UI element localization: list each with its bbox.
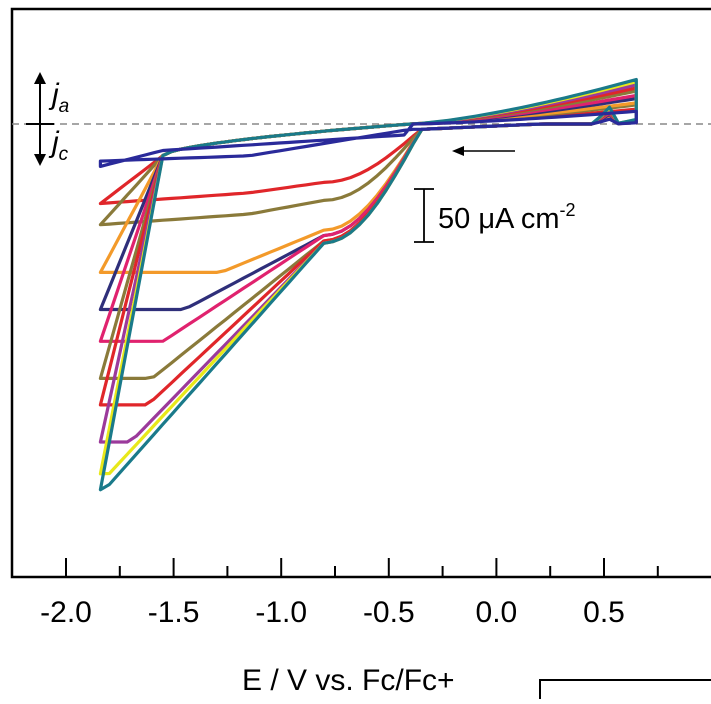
- scale-bar: 50 μA cm-2: [414, 188, 576, 243]
- x-tick-label: -1.5: [148, 596, 200, 629]
- cathodic-label: jc: [48, 126, 69, 165]
- anodic-arrow-icon: [34, 72, 46, 84]
- scan-direction-arrow-icon: [452, 146, 515, 156]
- x-tick-label: 0.0: [476, 596, 518, 629]
- scan-arrow-head: [452, 146, 464, 156]
- scale-bar-label: 50 μA cm-2: [438, 200, 576, 235]
- anodic-subscript: a: [59, 96, 70, 117]
- scale-bar-text: 50 μA cm: [438, 203, 559, 235]
- x-tick-label: -2.0: [40, 596, 92, 629]
- anodic-label: ja: [48, 78, 69, 117]
- cathodic-subscript: c: [59, 144, 69, 165]
- cv-series-line: [98, 80, 638, 476]
- x-tick-label: -1.0: [255, 596, 307, 629]
- series-layer: [98, 77, 638, 492]
- corner-frame-line: [539, 679, 711, 699]
- x-tick-label: 0.5: [583, 596, 625, 629]
- x-axis-label: E / V vs. Fc/Fc+: [242, 664, 455, 697]
- current-direction-indicator: ja jc: [26, 72, 69, 166]
- cathodic-arrow-icon: [34, 154, 46, 166]
- x-axis-ticks: -2.0 -1.5 -1.0 -0.5 0.0 0.5: [40, 558, 659, 629]
- x-tick-label: -0.5: [363, 596, 415, 629]
- cv-series-line: [98, 77, 638, 492]
- plot-frame: [10, 7, 711, 579]
- scale-bar-exponent: -2: [559, 200, 575, 220]
- cv-series-line: [98, 109, 638, 168]
